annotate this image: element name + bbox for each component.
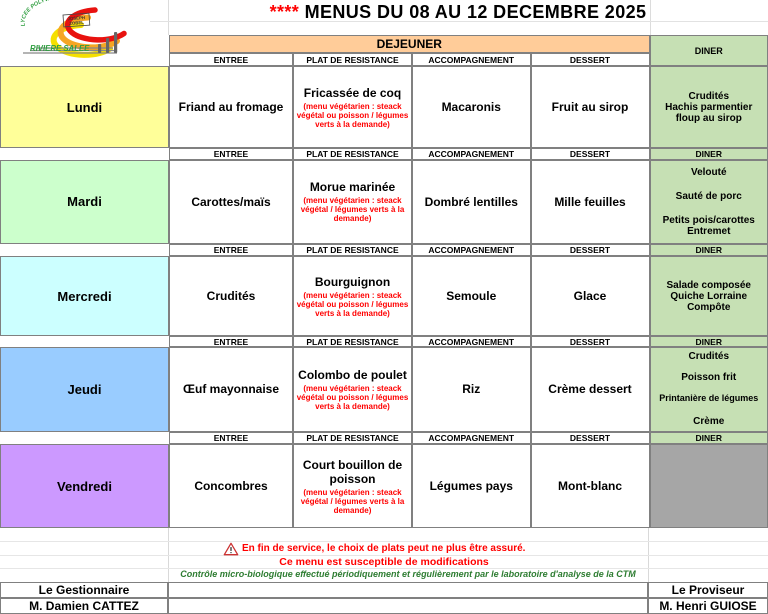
svg-text:LYCEE POLYVALENT: LYCEE POLYVALENT: [20, 0, 67, 27]
